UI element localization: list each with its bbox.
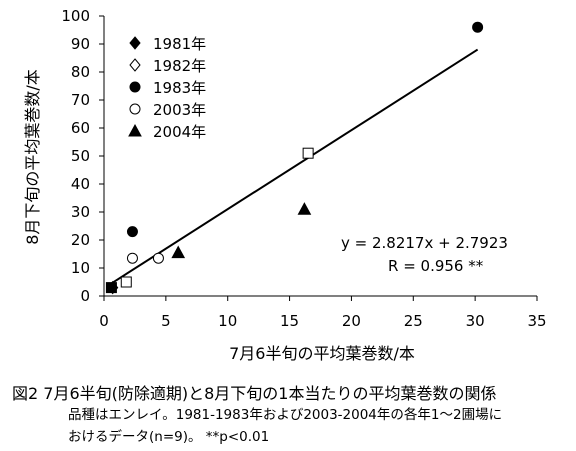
y-tick-label: 30	[71, 203, 90, 221]
y-axis-label: 8月下旬の平均葉巻数/本	[23, 69, 42, 245]
y-tick-label: 80	[71, 63, 90, 81]
data-point	[302, 147, 314, 159]
y-tick-label: 50	[71, 147, 90, 165]
y-tick-label: 0	[80, 287, 90, 305]
x-tick-label: 25	[404, 312, 423, 330]
data-point	[126, 252, 138, 264]
y-tick-label: 20	[71, 231, 90, 249]
x-tick-label: 20	[342, 312, 361, 330]
data-point	[105, 282, 117, 294]
correlation-value: R = 0.956 **	[388, 257, 484, 275]
data-point	[171, 245, 186, 259]
data-points	[105, 21, 484, 295]
trendline-group	[110, 48, 479, 285]
data-point	[152, 252, 164, 264]
y-tick-label: 100	[61, 7, 90, 25]
data-point	[120, 276, 132, 288]
data-point	[472, 21, 484, 33]
figure-caption-note-2: おけるデータ(n=9)。 **p<0.01	[68, 429, 270, 445]
data-point	[126, 226, 138, 238]
x-tick-label: 15	[280, 312, 299, 330]
legend-label: 2004年	[153, 123, 206, 141]
y-tick-label: 70	[71, 91, 90, 109]
x-tick-label: 5	[161, 312, 171, 330]
legend-marker	[129, 81, 141, 93]
legend-label: 1981年	[153, 35, 206, 53]
y-tick-label: 90	[71, 35, 90, 53]
x-tick-label: 30	[466, 312, 485, 330]
figure-caption-title: 図2 7月6半旬(防除適期)と8月下旬の1本当たりの平均葉巻数の関係	[12, 384, 497, 403]
legend-label: 1982年	[153, 57, 206, 75]
legend-label: 1983年	[153, 79, 206, 97]
x-tick-label: 0	[99, 312, 109, 330]
x-tick-label: 10	[218, 312, 237, 330]
trendline	[110, 48, 479, 285]
legend-marker	[128, 123, 142, 137]
legend-marker	[129, 103, 141, 115]
y-tick-label: 60	[71, 119, 90, 137]
x-tick-label: 35	[527, 312, 546, 330]
chart-legend: 1981年 1982年 1983年 2003年 2004年	[128, 35, 206, 141]
y-tick-label: 40	[71, 175, 90, 193]
legend-marker	[129, 58, 141, 72]
chart-ticks: 0 5 10 15 20 25 30 35 0 10 20 30 40 50 60 70 80 90 100	[61, 7, 546, 330]
y-tick-label: 10	[71, 259, 90, 277]
regression-equation: y = 2.8217x + 2.7923	[341, 234, 508, 252]
x-axis-label: 7月6半旬の平均葉巻数/本	[229, 344, 415, 363]
data-point	[297, 202, 312, 215]
legend-label: 2003年	[153, 101, 206, 119]
legend-marker	[129, 36, 141, 50]
figure-caption-note-1: 品種はエンレイ。1981-1983年および2003-2004年の各年1～2圃場に	[68, 407, 503, 423]
